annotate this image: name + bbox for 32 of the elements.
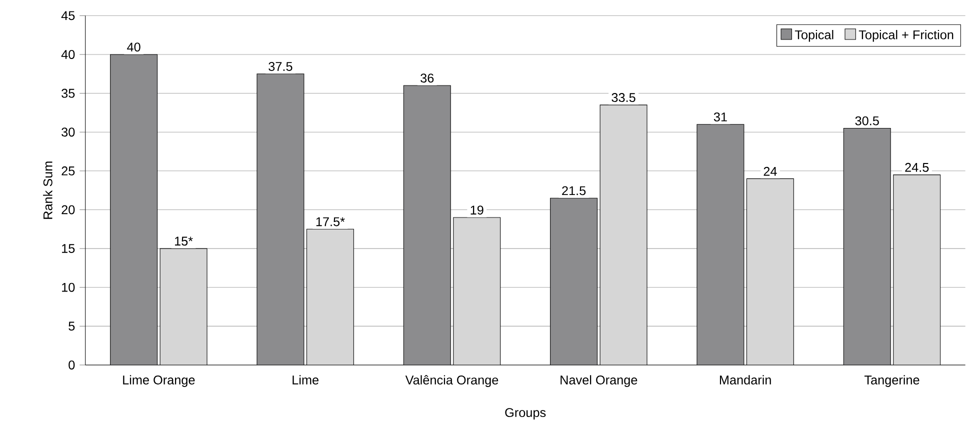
y-tick-label: 30 [62, 128, 75, 137]
data-label: 24 [764, 166, 777, 176]
data-label: 37.5 [268, 62, 292, 71]
data-label: 31 [714, 112, 727, 122]
y-tick-label: 15 [62, 244, 75, 253]
y-tick-label: 45 [61, 11, 75, 20]
y-tick-label: 0 [68, 360, 75, 370]
x-tick-label: Tangerine [864, 375, 920, 387]
y-tick-label: 20 [62, 205, 75, 214]
x-tick-label: Valência Orange [405, 375, 498, 388]
x-tick-label: Lime Orange [123, 375, 195, 387]
x-tick-label: Navel Orange [560, 375, 638, 387]
data-label: 21.5 [562, 186, 586, 196]
y-tick-label: 10 [62, 282, 75, 292]
data-label: 15* [175, 236, 193, 246]
data-label: 19 [470, 206, 484, 215]
legend-label: Topical + Friction [858, 30, 954, 42]
y-tick-label: 40 [61, 50, 75, 59]
data-label: 36 [420, 74, 434, 83]
data-label: 33.5 [612, 93, 636, 102]
y-tick-label: 35 [62, 88, 75, 98]
x-tick-label: Mandarin [720, 375, 771, 384]
data-label: 30.5 [855, 116, 879, 126]
data-label: 40 [127, 42, 140, 52]
y-tick-label: 5 [68, 322, 75, 331]
legend-label: Topical [794, 30, 834, 42]
x-tick-label: Lime [292, 375, 318, 384]
data-label: 24.5 [905, 162, 929, 172]
y-tick-label: 25 [62, 166, 75, 176]
x-axis-title: Groups [505, 408, 546, 420]
data-label: 17.5* [316, 217, 345, 226]
y-axis-title: Rank Sum [43, 162, 52, 219]
